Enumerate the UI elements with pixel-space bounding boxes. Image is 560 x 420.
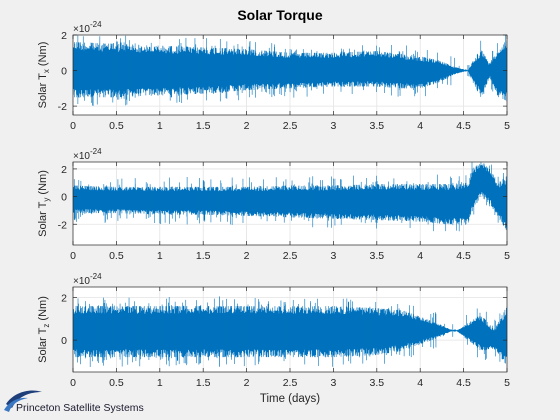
x-tick-label: 2 — [244, 120, 250, 132]
y-axis-label: Solar Tz (Nm) — [37, 296, 51, 363]
x-tick-label: 2.5 — [283, 250, 298, 262]
y-tick-label: -2 — [58, 219, 67, 231]
figure-title: Solar Torque — [237, 7, 323, 23]
x-tick-label: 5 — [504, 120, 510, 132]
y-tick-label: -2 — [58, 101, 67, 113]
x-tick-label: 4 — [417, 377, 423, 389]
x-tick-label: 4.5 — [456, 250, 471, 262]
series-spikes — [73, 162, 507, 232]
x-tick-label: 0.5 — [109, 120, 124, 132]
y-tick-label: 0 — [61, 66, 67, 78]
x-tick-label: 1 — [157, 377, 163, 389]
y-exponent-label: ×10-24 — [73, 147, 102, 162]
subplot-2: 0 0.5 1 1.5 2 2.5 3 3.5 4 4.5 5 -2 0 2 ×10-24 Solar Ty … — [37, 147, 510, 262]
x-tick-label: 4 — [417, 120, 423, 132]
x-tick-label: 1 — [157, 120, 163, 132]
x-tick-label: 2 — [244, 377, 250, 389]
logo-swoosh-accent-icon — [4, 397, 28, 412]
subplot-3: 0 0.5 1 1.5 2 2.5 3 3.5 4 4.5 5 0 2 ×10-24 Solar Tz (N… — [37, 272, 510, 405]
x-tick-label: 0 — [70, 250, 76, 262]
x-tick-label: 0.5 — [109, 377, 124, 389]
x-tick-label: 5 — [504, 377, 510, 389]
x-tick-label: 5 — [504, 250, 510, 262]
y-tick-label: 2 — [61, 30, 67, 42]
y-tick-label: 0 — [61, 335, 67, 347]
y-exponent-label: ×10-24 — [73, 272, 102, 287]
x-tick-label: 2 — [244, 250, 250, 262]
x-tick-label: 0 — [70, 120, 76, 132]
x-tick-label: 3.5 — [369, 250, 384, 262]
series-line — [73, 306, 507, 364]
x-tick-label: 3 — [330, 250, 336, 262]
x-tick-label: 1 — [157, 250, 163, 262]
x-tick-label: 1.5 — [196, 377, 211, 389]
logo: Princeton Satellite Systems — [4, 390, 144, 414]
x-tick-label: 3 — [330, 120, 336, 132]
x-tick-label: 1.5 — [196, 250, 211, 262]
x-tick-label: 4 — [417, 250, 423, 262]
x-tick-label: 2.5 — [283, 120, 298, 132]
y-tick-label: 2 — [61, 164, 67, 176]
y-tick-label: 2 — [61, 293, 67, 305]
logo-text: Princeton Satellite Systems — [16, 402, 144, 414]
x-tick-label: 3.5 — [369, 120, 384, 132]
series-line — [73, 162, 507, 229]
x-tick-label: 3 — [330, 377, 336, 389]
y-exponent-label: ×10-24 — [73, 20, 102, 35]
series-spikes — [74, 35, 507, 106]
x-axis-label: Time (days) — [260, 393, 320, 405]
x-tick-label: 4.5 — [456, 377, 471, 389]
x-tick-label: 1.5 — [196, 120, 211, 132]
series-spikes — [75, 296, 506, 368]
x-tick-label: 3.5 — [369, 377, 384, 389]
x-tick-label: 4.5 — [456, 120, 471, 132]
x-tick-label: 2.5 — [283, 377, 298, 389]
x-tick-label: 0 — [70, 377, 76, 389]
y-axis-label: Solar Ty (Nm) — [37, 170, 51, 237]
y-axis-label: Solar Tx (Nm) — [37, 42, 51, 109]
x-tick-label: 0.5 — [109, 250, 124, 262]
y-tick-label: 0 — [61, 192, 67, 204]
